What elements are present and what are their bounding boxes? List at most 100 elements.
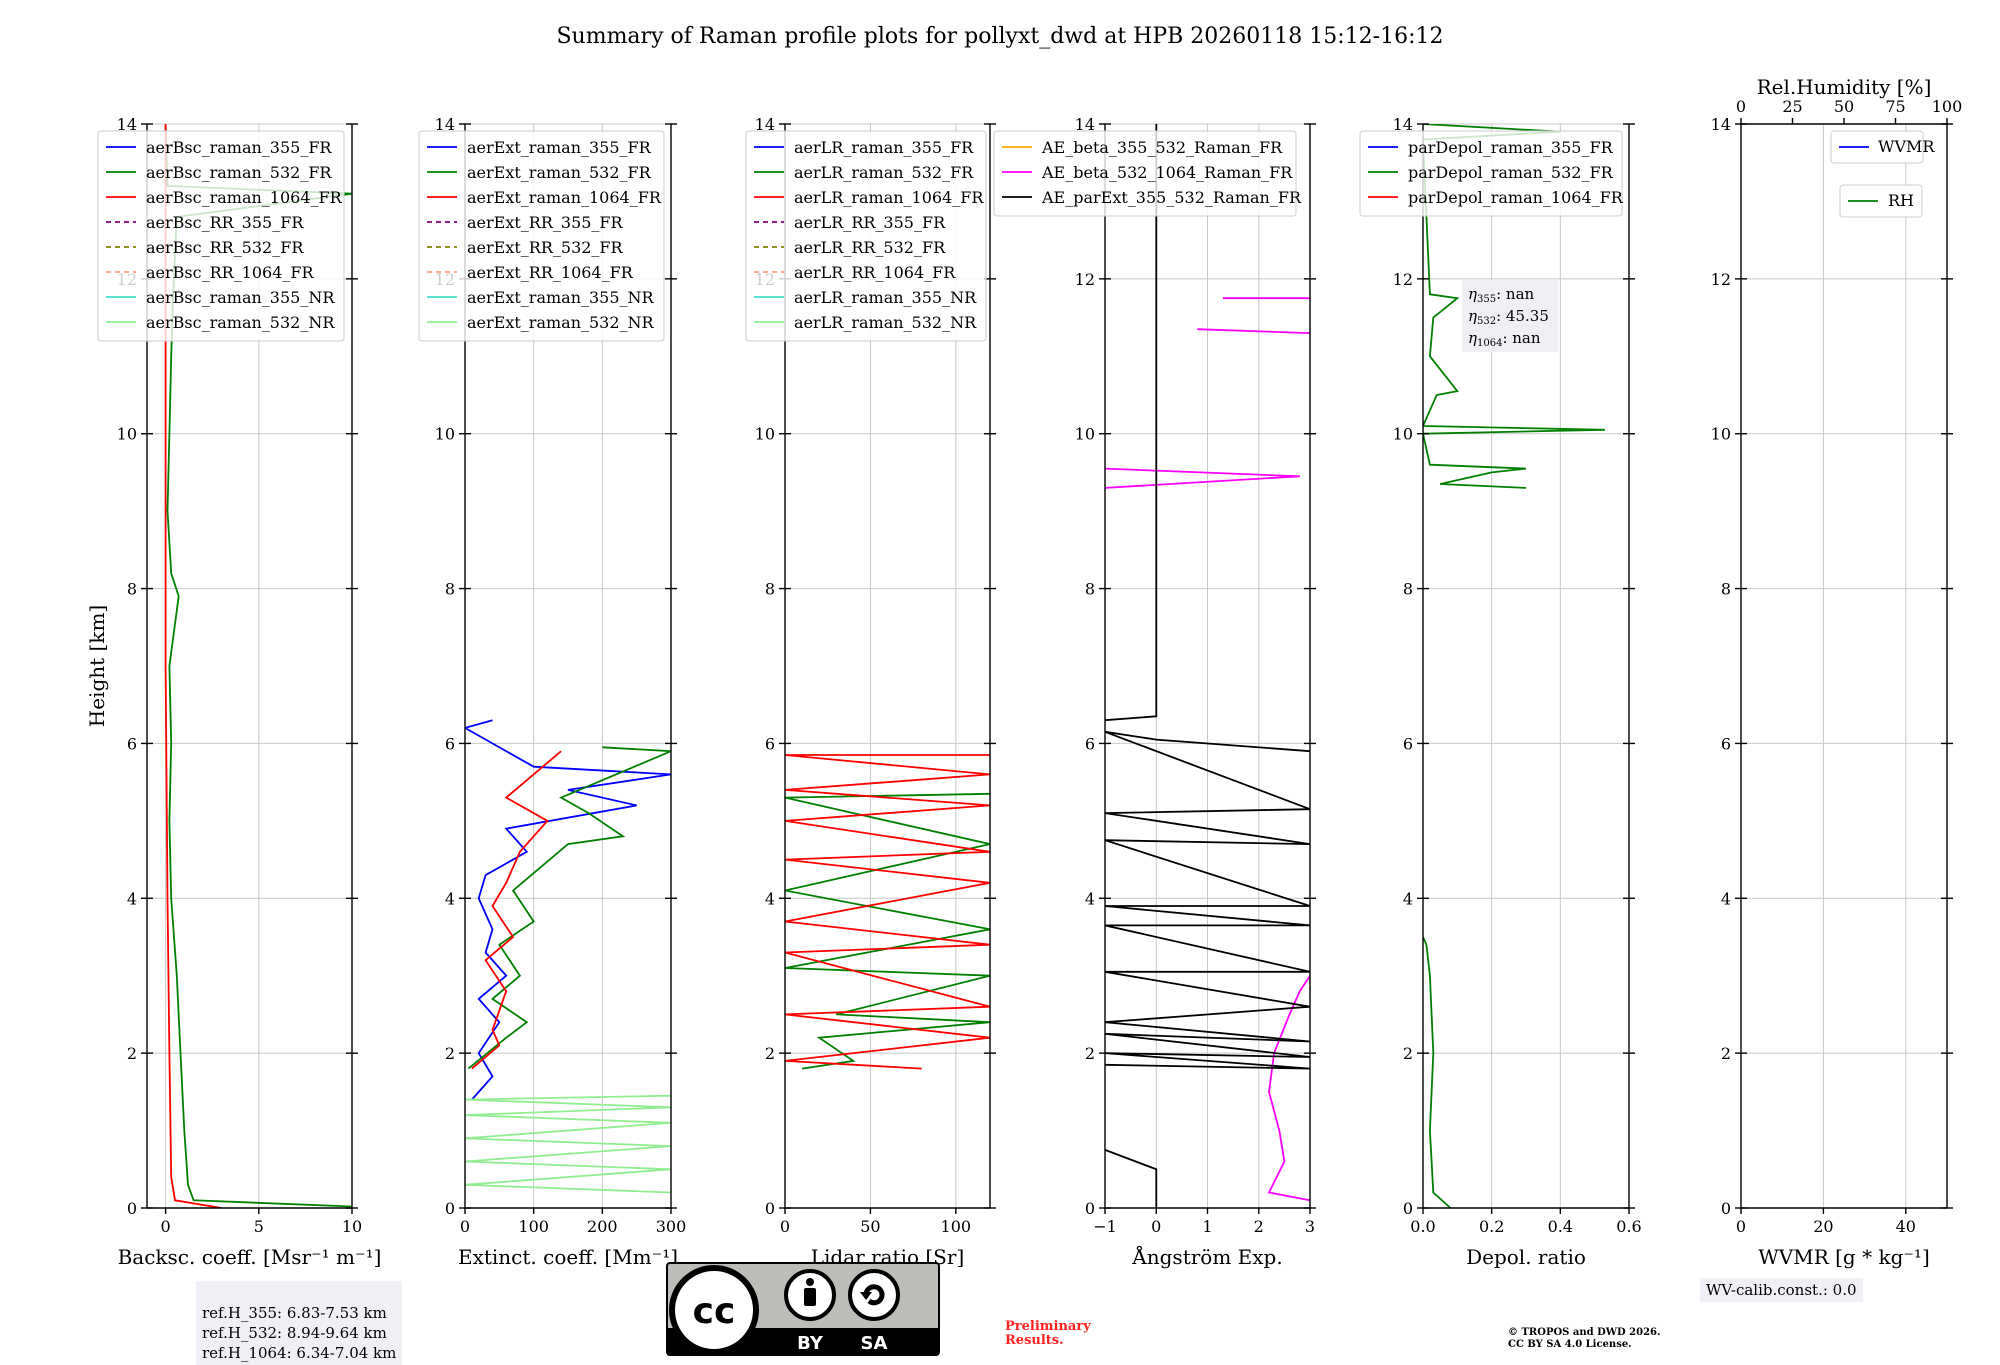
eta-532: η532: 45.35 — [1468, 307, 1549, 327]
legend-item: aerLR_raman_532_NR — [794, 313, 977, 332]
y-tick-label: 10 — [1393, 425, 1413, 444]
legend-item: aerBsc_RR_1064_FR — [146, 263, 315, 282]
y-axis-label: Height [km] — [85, 605, 109, 727]
y-tick-label: 4 — [765, 889, 775, 908]
series-AE_beta_532_1064_Raman_FR — [1105, 467, 1300, 489]
y-tick-label: 10 — [435, 425, 455, 444]
x-tick-label: 2 — [1254, 1217, 1264, 1236]
legend-item: AE_beta_532_1064_Raman_FR — [1041, 163, 1293, 182]
legend-box — [418, 130, 665, 342]
x-tick-label: 0 — [780, 1217, 790, 1236]
top-x-tick-label: 100 — [1932, 97, 1963, 116]
legend-item: aerExt_raman_1064_FR — [467, 188, 662, 207]
cc-sa-label: SA — [861, 1333, 888, 1354]
legend-item: aerExt_RR_1064_FR — [467, 263, 634, 282]
series-aerExt_raman_532_FR — [467, 746, 671, 1070]
series-parDepol_raman_532_FR — [1423, 936, 1452, 1208]
x-tick-label: 3 — [1305, 1217, 1315, 1236]
y-tick-label: 8 — [1721, 580, 1731, 599]
series-AE_beta_532_1064_Raman_FR — [1197, 328, 1310, 334]
y-tick-label: 0 — [445, 1199, 455, 1218]
series-aerLR_raman_532_FR — [785, 792, 990, 1070]
ref-height-355: ref.H_355: 6.83-7.53 km — [202, 1304, 387, 1322]
y-tick-label: 0 — [765, 1199, 775, 1218]
x-tick-label: 300 — [656, 1217, 687, 1236]
y-tick-label: 8 — [1085, 580, 1095, 599]
y-tick-label: 6 — [127, 734, 137, 753]
legend-item: parDepol_raman_355_FR — [1408, 138, 1614, 157]
legend-item: aerBsc_raman_355_NR — [146, 288, 335, 307]
y-tick-label: 4 — [445, 889, 455, 908]
series-aerBsc_raman_1064_FR — [164, 124, 222, 1208]
series-aerLR_raman_1064_FR — [785, 754, 990, 1070]
x-tick-label: 40 — [1896, 1217, 1916, 1236]
y-tick-label: 0 — [1085, 1199, 1095, 1218]
x-axis-label: Backsc. coeff. [Msr⁻¹ m⁻¹] — [118, 1245, 382, 1269]
top-x-tick-label: 75 — [1885, 97, 1905, 116]
y-tick-label: 14 — [1393, 115, 1413, 134]
panel-dep: 0 2 4 6 8 10 12 14 0.0 0.2 0.4 0.6 Depol. ratio parDe… — [1359, 115, 1642, 1269]
x-tick-label: 0 — [1151, 1217, 1161, 1236]
y-tick-label: 14 — [755, 115, 775, 134]
y-tick-label: 0 — [1403, 1199, 1413, 1218]
x-tick-label: 1 — [1202, 1217, 1212, 1236]
y-tick-label: 12 — [1393, 270, 1413, 289]
y-tick-label: 4 — [127, 889, 137, 908]
y-tick-label: 14 — [435, 115, 455, 134]
legend-item: aerLR_raman_355_FR — [794, 138, 974, 157]
legend-item: AE_parExt_355_532_Raman_FR — [1041, 188, 1302, 207]
preliminary-line-2: Results. — [1005, 1333, 1064, 1348]
panel-ext: 024681012140100200300Extinct. coeff. [Mm… — [418, 115, 687, 1269]
top-x-tick-label: 50 — [1834, 97, 1854, 116]
y-tick-label: 12 — [1075, 270, 1095, 289]
x-tick-label: 0.4 — [1548, 1217, 1573, 1236]
y-tick-label: 8 — [1403, 580, 1413, 599]
y-tick-label: 14 — [117, 115, 137, 134]
top-x-axis-label: Rel.Humidity [%] — [1757, 75, 1932, 99]
copyright-line-2: CC BY SA 4.0 License. — [1508, 1339, 1632, 1350]
legend-item: aerLR_RR_532_FR — [794, 238, 946, 257]
legend-item: parDepol_raman_532_FR — [1408, 163, 1614, 182]
legend-item: WVMR — [1878, 137, 1935, 156]
panel-wv: 0 2 4 6 8 10 12 14 0 20 40 WVMR [g * kg⁻¹] 0 25 50 75 10… — [1711, 75, 1963, 1269]
y-tick-label: 10 — [117, 425, 137, 444]
y-tick-label: 0 — [1721, 1199, 1731, 1218]
legend-item: aerBsc_raman_355_FR — [146, 138, 332, 157]
y-tick-label: 10 — [755, 425, 775, 444]
x-tick-label: 100 — [941, 1217, 972, 1236]
legend-box — [1830, 130, 1924, 164]
y-tick-label: 2 — [1403, 1044, 1413, 1063]
legend-dep: parDepol_raman_355_FR parDepol_raman_532_… — [1359, 130, 1624, 217]
y-tick-label: 2 — [1085, 1044, 1095, 1063]
series-AE_parExt_355_532_Raman_FR — [1105, 730, 1310, 1070]
legend-item: aerExt_raman_532_FR — [467, 163, 652, 182]
preliminary-note: Preliminary Results. — [1005, 1320, 1091, 1348]
x-tick-label: 200 — [587, 1217, 618, 1236]
series-aerExt_raman_532_NR — [465, 1094, 671, 1194]
y-tick-label: 0 — [127, 1199, 137, 1218]
series-AE_parExt_355_532_Raman_FR — [1105, 124, 1158, 722]
panel-bsc: 024681012140510Backsc. coeff. [Msr⁻¹ m⁻¹… — [85, 115, 381, 1269]
legend-item: aerExt_RR_532_FR — [467, 238, 624, 257]
y-tick-label: 10 — [1711, 425, 1731, 444]
series-AE_beta_532_1064_Raman_FR — [1267, 975, 1310, 1202]
legend-bsc: aerBsc_raman_355_FR aerBsc_raman_532_FRae… — [97, 130, 345, 342]
y-tick-label: 6 — [1721, 734, 1731, 753]
x-tick-label: 5 — [254, 1217, 264, 1236]
y-tick-label: 2 — [127, 1044, 137, 1063]
legend-box — [1839, 184, 1923, 218]
legend-item: AE_beta_355_532_Raman_FR — [1041, 138, 1283, 157]
x-tick-label: 100 — [518, 1217, 549, 1236]
x-tick-label: 10 — [342, 1217, 362, 1236]
legend-item: aerBsc_RR_355_FR — [146, 213, 304, 232]
y-tick-label: 6 — [445, 734, 455, 753]
legend-lr: aerLR_raman_355_FR aerLR_raman_532_FR aerL… — [745, 130, 987, 342]
y-tick-label: 14 — [1075, 115, 1095, 134]
y-tick-label: 6 — [1085, 734, 1095, 753]
legend-item: aerLR_RR_1064_FR — [794, 263, 956, 282]
y-tick-label: 4 — [1403, 889, 1413, 908]
legend-wv: WVMR RH — [1830, 130, 1935, 218]
legend-item: aerBsc_RR_532_FR — [146, 238, 304, 257]
legend-box — [97, 130, 345, 342]
